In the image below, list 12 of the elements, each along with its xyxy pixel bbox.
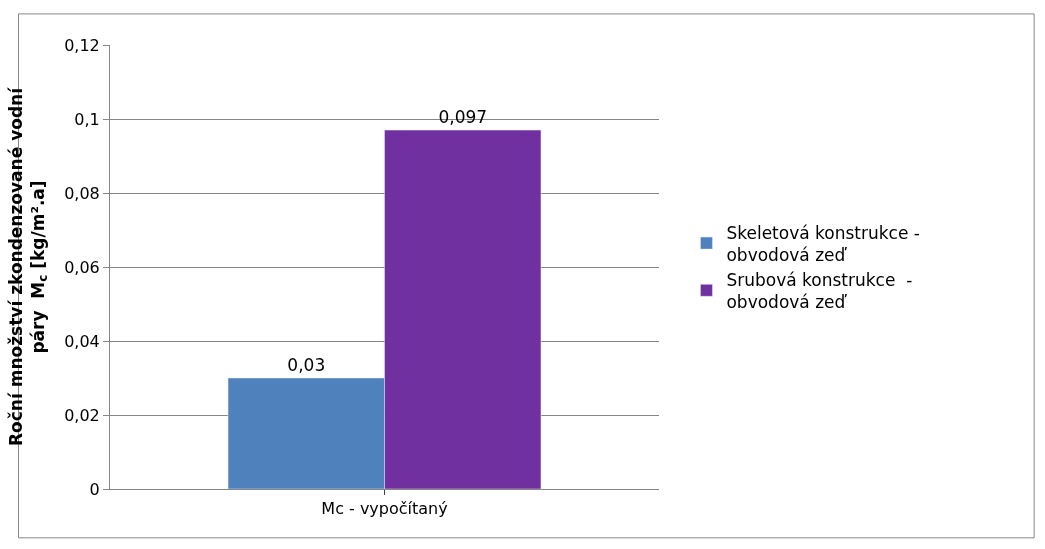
x-tick-label: Mc - vypočítaný	[321, 499, 448, 519]
data-label: 0,097	[438, 107, 488, 128]
y-tick-label: 0,06	[64, 257, 100, 277]
y-tick-label: 0,12	[64, 35, 100, 55]
data-label: 0,03	[287, 355, 326, 375]
y-tick-label: 0,04	[64, 331, 100, 351]
y-tick-label: 0,02	[64, 405, 100, 425]
legend-label: Srubová konstrukce - obvodová zeď	[726, 269, 913, 312]
y-tick-label: 0,08	[64, 183, 100, 203]
y-tick-label: 0	[89, 479, 100, 499]
legend-label: Skeletová konstrukce - obvodová zeď	[726, 222, 920, 265]
y-tick-label: 0,1	[74, 109, 100, 129]
